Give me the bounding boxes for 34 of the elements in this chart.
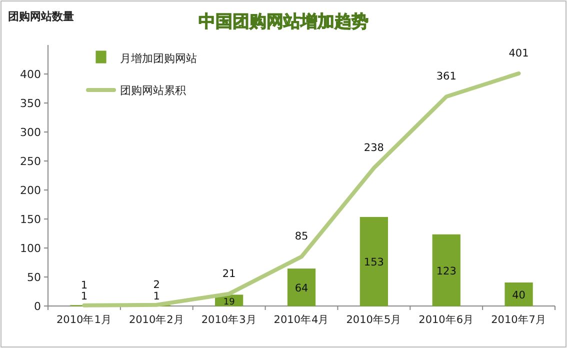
x-tick-label: 2010年6月 — [418, 314, 474, 326]
data-label: 123 — [436, 265, 456, 278]
data-label: 1 — [153, 290, 160, 302]
y-tick-label: 200 — [20, 184, 41, 197]
y-tick-label: 300 — [20, 126, 41, 139]
chart-title: 中国团购网站增加趋势 — [198, 12, 368, 32]
legend-label: 月增加团购网站 — [120, 52, 197, 65]
y-tick-label: 150 — [20, 213, 41, 226]
x-tick-label: 2010年2月 — [128, 314, 184, 326]
x-tick-label: 2010年7月 — [491, 314, 546, 326]
data-label: 64 — [294, 282, 308, 294]
y-axis-title: 团购网站数量 — [8, 10, 74, 23]
data-label: 1 — [80, 279, 88, 292]
data-label: 19 — [223, 297, 236, 308]
legend-label: 团购网站累积 — [120, 84, 186, 97]
y-tick-label: 350 — [20, 97, 41, 110]
data-label: 1 — [80, 290, 88, 302]
data-label: 40 — [512, 289, 526, 302]
data-label: 238 — [364, 142, 384, 154]
y-tick-label: 250 — [20, 155, 41, 168]
y-tick-label: 400 — [20, 68, 41, 81]
x-tick-label: 2010年5月 — [346, 314, 402, 326]
data-label: 361 — [436, 70, 456, 83]
data-label: 21 — [222, 268, 236, 280]
x-tick-label: 2010年4月 — [274, 314, 330, 326]
data-label: 401 — [508, 47, 529, 60]
data-label: 85 — [294, 230, 308, 243]
y-tick-label: 50 — [27, 271, 41, 284]
x-tick-label: 2010年3月 — [201, 314, 257, 326]
y-tick-label: 0 — [34, 300, 41, 313]
x-tick-label: 2010年1月 — [56, 314, 112, 326]
data-label: 2 — [153, 278, 160, 291]
y-tick-label: 100 — [20, 242, 41, 255]
data-label: 153 — [364, 256, 384, 269]
